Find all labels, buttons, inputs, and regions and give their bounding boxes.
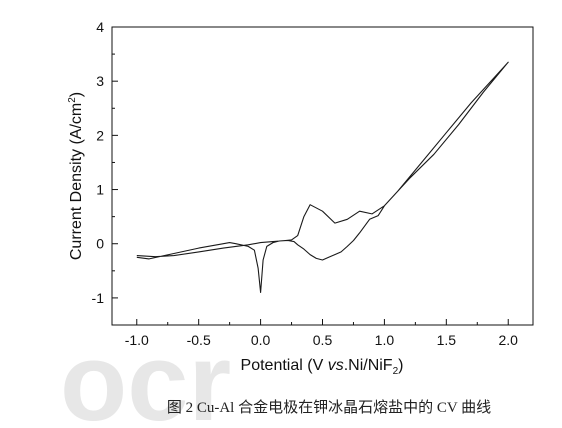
x-tick-label: -1.0 bbox=[125, 332, 149, 348]
x-tick-label: -0.5 bbox=[187, 332, 211, 348]
y-tick-label: 4 bbox=[96, 19, 104, 35]
y-tick-label: 0 bbox=[96, 236, 104, 252]
x-tick-label: 1.5 bbox=[437, 332, 457, 348]
x-tick-label: 1.0 bbox=[375, 332, 395, 348]
y-tick-label: -1 bbox=[92, 290, 105, 306]
y-axis-label: Current Density (A/cm2) bbox=[67, 92, 85, 260]
tick-layer: -1.0 -0.5 0.0 0.5 1.0 1.5 2.0 -1 0 1 2 3 4 bbox=[92, 19, 519, 348]
watermark: ocr bbox=[60, 321, 231, 428]
y-tick-label: 2 bbox=[96, 127, 104, 143]
x-tick-label: 2.0 bbox=[499, 332, 519, 348]
y-tick-label: 3 bbox=[96, 73, 104, 89]
cv-curve bbox=[136, 61, 509, 294]
figure-caption: 图 2 Cu-Al 合金电极在钾冰晶石熔盐中的 CV 曲线 bbox=[167, 399, 491, 416]
x-axis-label: Potential (V vs.Ni/NiF2) bbox=[241, 357, 404, 377]
x-tick-label: 0.0 bbox=[251, 332, 271, 348]
plot-frame bbox=[111, 26, 534, 326]
y-tick-label: 1 bbox=[96, 182, 104, 198]
x-tick-label: 0.5 bbox=[313, 332, 333, 348]
